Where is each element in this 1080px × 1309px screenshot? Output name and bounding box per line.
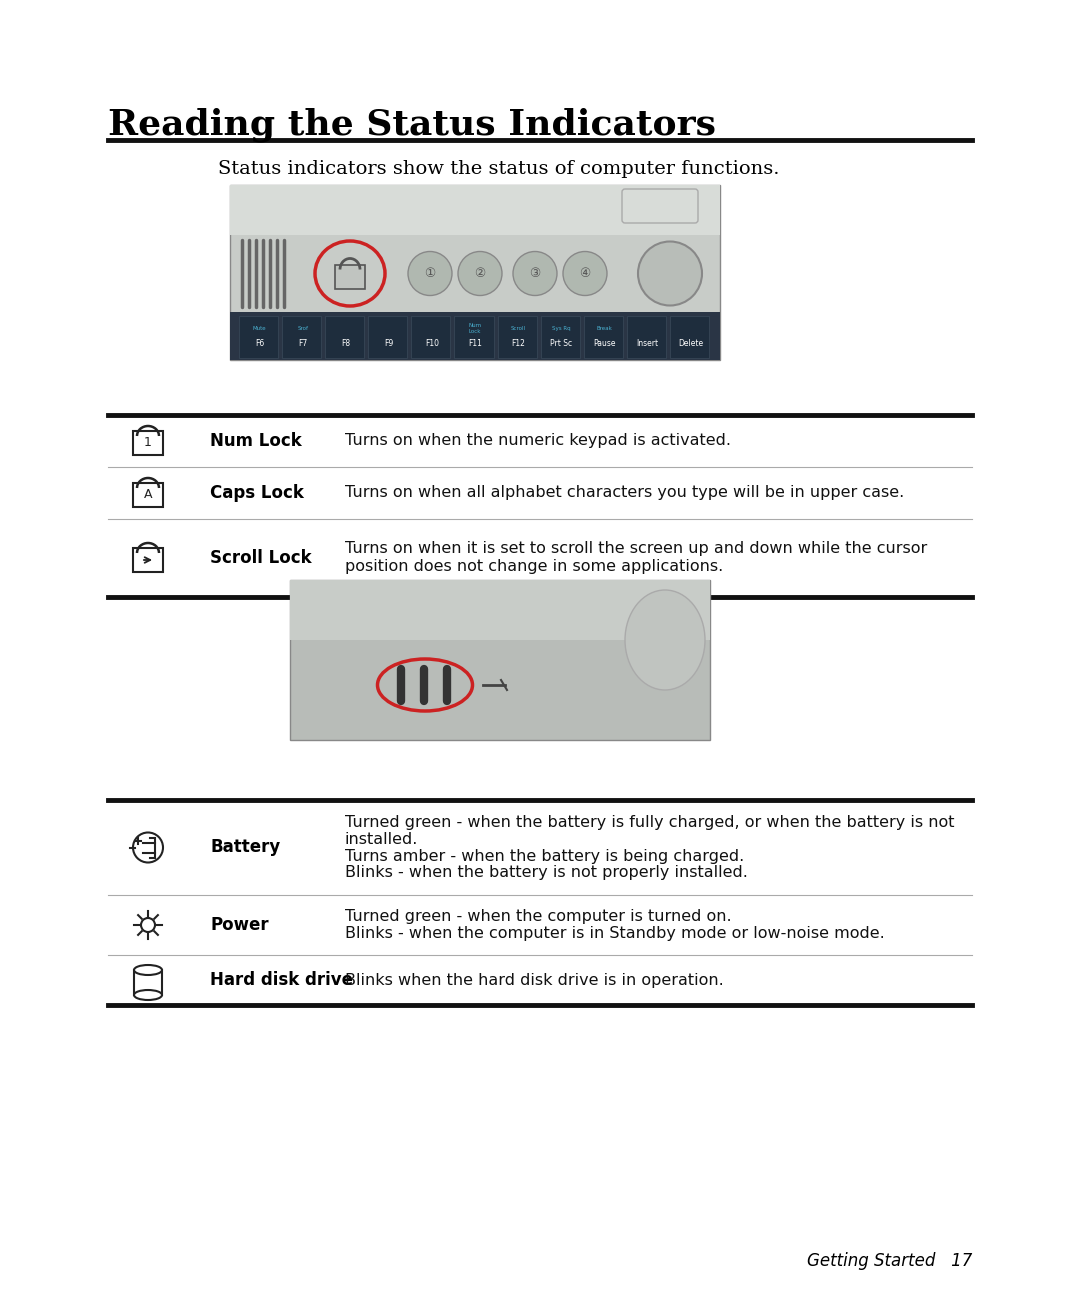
Text: A: A	[144, 488, 152, 501]
Text: F7: F7	[298, 339, 308, 348]
FancyBboxPatch shape	[133, 548, 163, 572]
FancyBboxPatch shape	[368, 315, 407, 357]
Text: Status indicators show the status of computer functions.: Status indicators show the status of com…	[218, 160, 780, 178]
Circle shape	[458, 251, 502, 296]
FancyBboxPatch shape	[541, 315, 580, 357]
FancyBboxPatch shape	[239, 315, 278, 357]
Text: F8: F8	[341, 339, 350, 348]
Text: Prt Sc: Prt Sc	[550, 339, 572, 348]
Text: Delete: Delete	[678, 339, 703, 348]
FancyBboxPatch shape	[230, 312, 720, 360]
FancyBboxPatch shape	[230, 185, 720, 236]
FancyBboxPatch shape	[335, 264, 365, 288]
Text: Srof: Srof	[297, 326, 308, 331]
Text: Caps Lock: Caps Lock	[210, 484, 303, 501]
Text: Hard disk drive: Hard disk drive	[210, 971, 353, 990]
FancyBboxPatch shape	[498, 315, 537, 357]
FancyBboxPatch shape	[291, 580, 710, 640]
Text: Num
Lock: Num Lock	[469, 323, 482, 334]
Text: Blinks when the hard disk drive is in operation.: Blinks when the hard disk drive is in op…	[345, 973, 724, 987]
Circle shape	[141, 918, 156, 932]
Circle shape	[408, 251, 453, 296]
Text: Reading the Status Indicators: Reading the Status Indicators	[108, 109, 716, 143]
Text: 1: 1	[144, 436, 152, 449]
FancyBboxPatch shape	[133, 431, 163, 456]
Text: Power: Power	[210, 916, 269, 935]
Text: F10: F10	[424, 339, 438, 348]
FancyBboxPatch shape	[455, 315, 494, 357]
Text: ②: ②	[474, 267, 486, 280]
Ellipse shape	[625, 590, 705, 690]
Text: Getting Started   17: Getting Started 17	[807, 1251, 972, 1270]
FancyBboxPatch shape	[325, 315, 364, 357]
Circle shape	[133, 833, 163, 863]
Ellipse shape	[134, 965, 162, 975]
FancyBboxPatch shape	[670, 315, 708, 357]
Circle shape	[144, 922, 152, 929]
FancyBboxPatch shape	[583, 315, 623, 357]
Ellipse shape	[134, 990, 162, 1000]
Text: Sys Rq: Sys Rq	[552, 326, 570, 331]
Text: F9: F9	[384, 339, 393, 348]
Text: Turned green - when the computer is turned on.: Turned green - when the computer is turn…	[345, 908, 731, 924]
Text: F11: F11	[468, 339, 482, 348]
FancyBboxPatch shape	[626, 315, 666, 357]
Circle shape	[563, 251, 607, 296]
Text: Num Lock: Num Lock	[210, 432, 301, 450]
Text: ④: ④	[579, 267, 591, 280]
Circle shape	[513, 251, 557, 296]
Text: installed.: installed.	[345, 831, 418, 847]
Text: Pause: Pause	[593, 339, 616, 348]
Text: Turns on when all alphabet characters you type will be in upper case.: Turns on when all alphabet characters yo…	[345, 486, 904, 500]
Text: Turns amber - when the battery is being charged.: Turns amber - when the battery is being …	[345, 848, 744, 864]
Text: Insert: Insert	[636, 339, 659, 348]
Text: Turns on when the numeric keypad is activated.: Turns on when the numeric keypad is acti…	[345, 433, 731, 449]
Text: Turns on when it is set to scroll the screen up and down while the cursor: Turns on when it is set to scroll the sc…	[345, 542, 928, 556]
FancyBboxPatch shape	[133, 483, 163, 507]
FancyBboxPatch shape	[230, 185, 720, 360]
FancyBboxPatch shape	[282, 315, 321, 357]
Text: ③: ③	[529, 267, 541, 280]
Text: Scroll Lock: Scroll Lock	[210, 548, 312, 567]
Text: Mute: Mute	[253, 326, 267, 331]
Circle shape	[638, 241, 702, 305]
Text: F6: F6	[255, 339, 265, 348]
Text: Turned green - when the battery is fully charged, or when the battery is not: Turned green - when the battery is fully…	[345, 814, 955, 830]
Text: Scroll: Scroll	[511, 326, 526, 331]
Text: Break: Break	[596, 326, 612, 331]
Text: F12: F12	[511, 339, 525, 348]
Text: Blinks - when the battery is not properly installed.: Blinks - when the battery is not properl…	[345, 865, 747, 881]
Text: ①: ①	[424, 267, 435, 280]
Text: position does not change in some applications.: position does not change in some applica…	[345, 559, 724, 573]
FancyBboxPatch shape	[291, 580, 710, 740]
Bar	[134, 965, 162, 995]
FancyBboxPatch shape	[622, 188, 698, 223]
Text: Battery: Battery	[210, 839, 280, 856]
Text: Blinks - when the computer is in Standby mode or low-noise mode.: Blinks - when the computer is in Standby…	[345, 925, 885, 941]
FancyBboxPatch shape	[411, 315, 450, 357]
